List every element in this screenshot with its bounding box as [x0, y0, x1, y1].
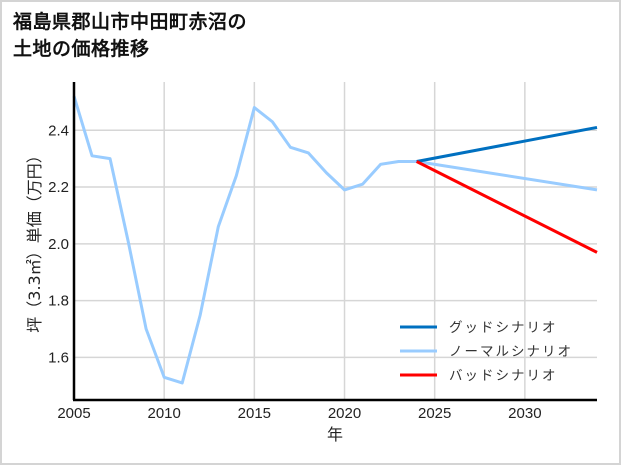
- x-tick-label: 2030: [508, 405, 541, 422]
- y-tick-label: 2.2: [48, 179, 69, 196]
- chart-title: 福島県郡山市中田町赤沼の 土地の価格推移: [13, 9, 247, 63]
- x-tick-label: 2015: [238, 405, 271, 422]
- y-tick-label: 2.4: [48, 122, 69, 139]
- data-series: [72, 95, 598, 385]
- y-tick-label: 2.0: [48, 236, 69, 253]
- x-tick-label: 2005: [57, 405, 90, 422]
- x-tick-label: 2025: [418, 405, 451, 422]
- chart-title-line-2: 土地の価格推移: [13, 38, 150, 60]
- legend-label: バッドシナリオ: [449, 368, 558, 384]
- y-axis-label: 坪（3.3㎡）単価（万円）: [25, 147, 44, 332]
- series-line: [415, 160, 598, 254]
- series-line: [72, 95, 598, 385]
- axes: [72, 82, 597, 402]
- tick-labels: 2005 2010 2015 2020 2025 2030 1.6 1.8 2.0 2.2 2.4: [48, 122, 541, 422]
- series-line: [416, 125, 598, 163]
- x-axis-label: 年: [327, 425, 343, 444]
- legend-label: グッドシナリオ: [449, 320, 558, 336]
- gridlines: [73, 82, 597, 400]
- y-tick-label: 1.8: [48, 293, 69, 310]
- legend-label: ノーマルシナリオ: [449, 344, 573, 360]
- x-tick-label: 2020: [328, 405, 361, 422]
- y-tick-label: 1.6: [48, 349, 69, 366]
- chart-title-line-1: 福島県郡山市中田町赤沼の: [13, 11, 248, 33]
- x-tick-label: 2010: [147, 405, 180, 422]
